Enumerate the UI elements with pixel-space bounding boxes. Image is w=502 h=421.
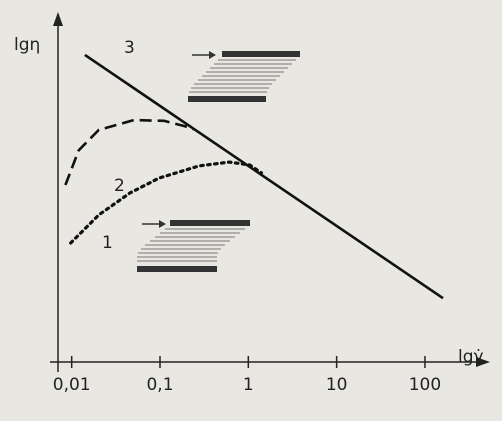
y-axis-label: lgη	[14, 35, 40, 55]
x-tick-label: 0,1	[146, 375, 173, 395]
x-tick-label: 100	[409, 375, 441, 395]
x-tick-label: 0,01	[53, 375, 91, 395]
curve-label: 2	[114, 176, 125, 196]
curve-label: 3	[124, 38, 135, 58]
x-axis-label: lgγ̇	[458, 347, 484, 367]
curve-label: 1	[102, 233, 113, 253]
chart: lgη lgγ̇ 0,01 0,1 1 10 100 1 2 3	[0, 0, 502, 421]
x-tick-label: 1	[243, 375, 254, 395]
x-tick-label: 10	[326, 375, 348, 395]
background	[0, 0, 502, 421]
